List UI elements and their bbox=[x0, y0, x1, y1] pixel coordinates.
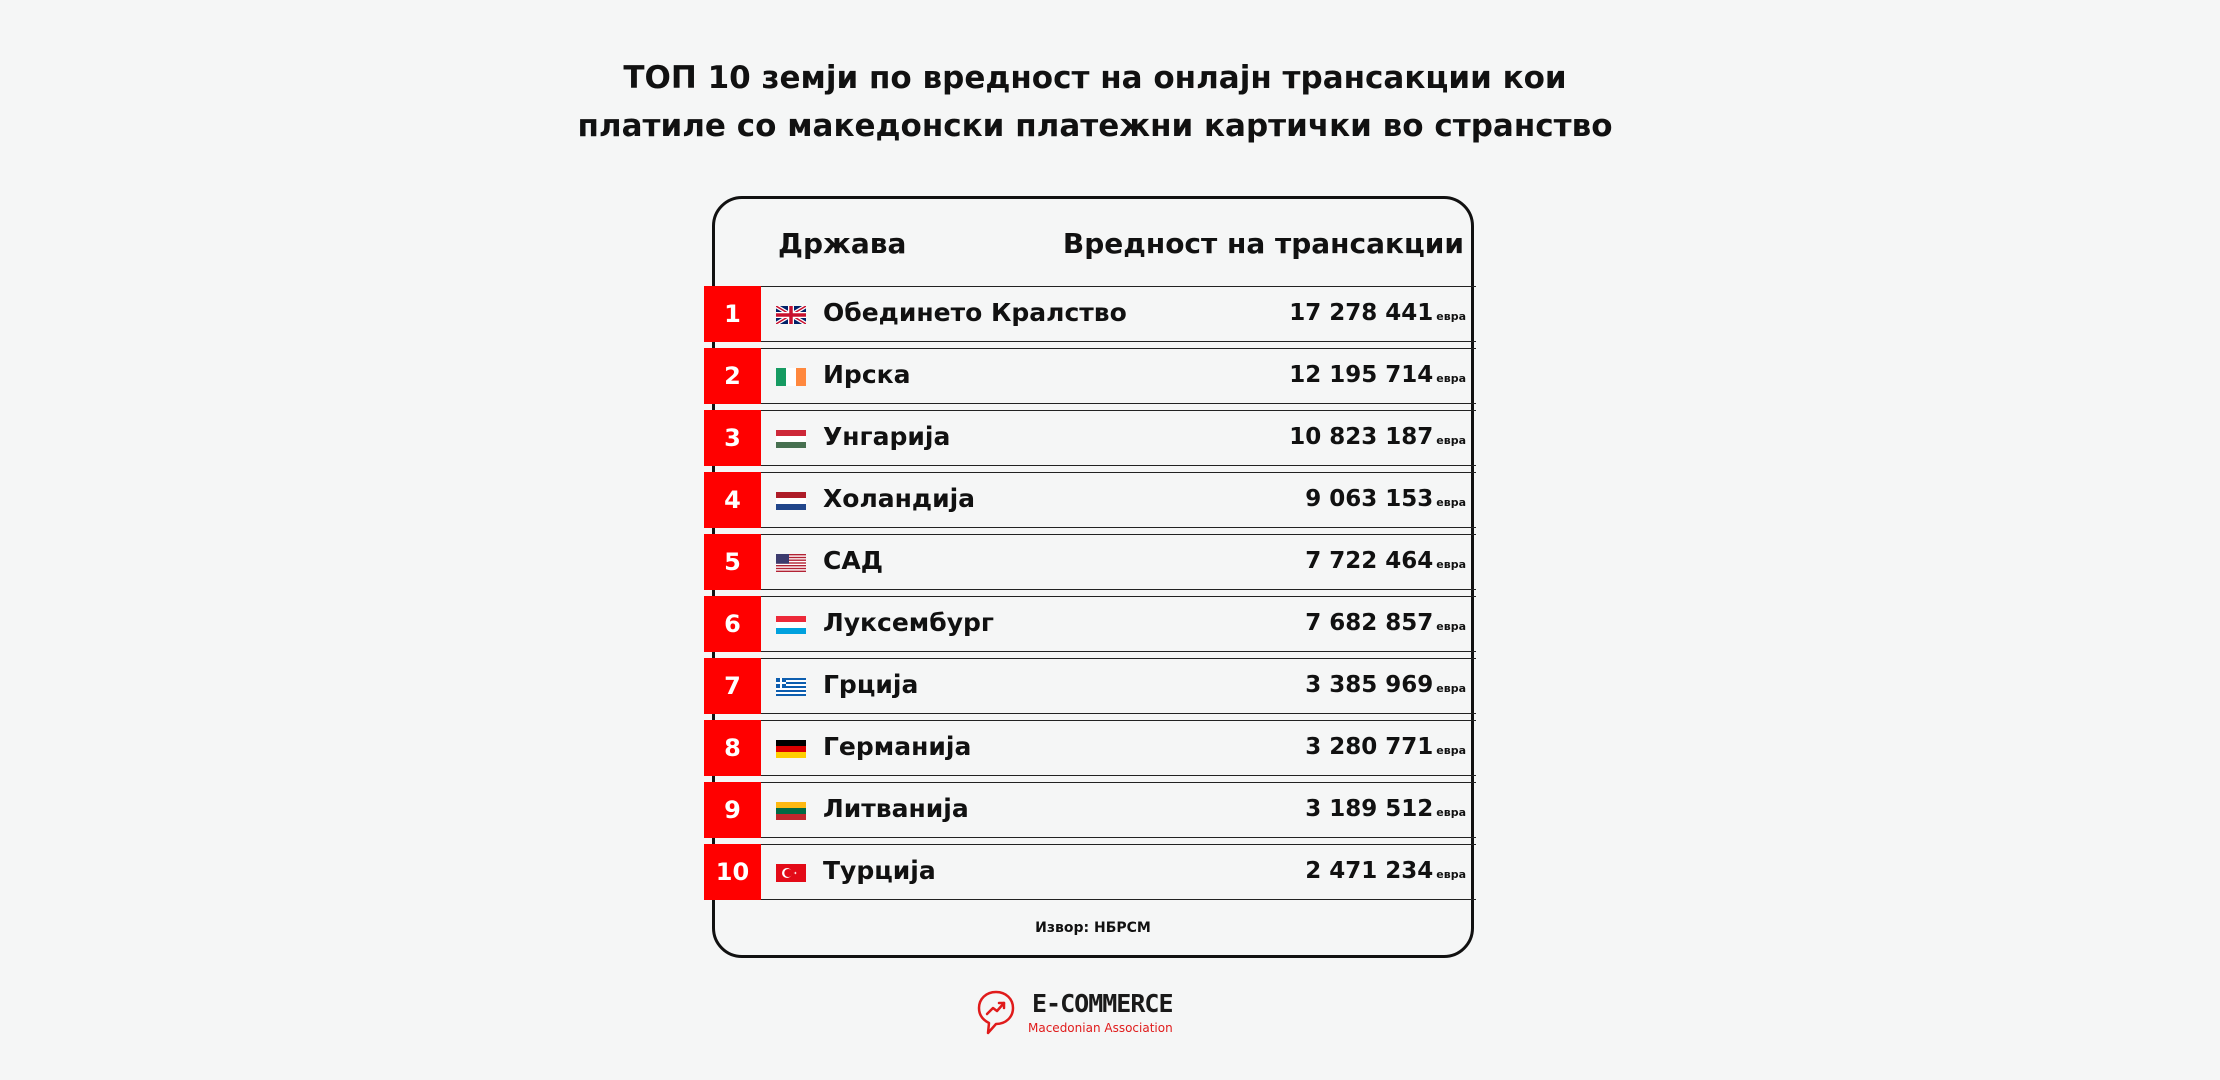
country-name: Холандија bbox=[823, 484, 976, 513]
speech-bubble-chart-icon bbox=[976, 989, 1016, 1037]
logo-name: E-COMMERCE bbox=[1032, 989, 1174, 1018]
greece-flag-icon bbox=[776, 678, 806, 696]
value-unit: евра bbox=[1436, 806, 1466, 819]
country-name: Грција bbox=[823, 670, 919, 699]
column-header-country: Држава bbox=[778, 227, 907, 260]
value-number: 2 471 234 bbox=[1305, 858, 1434, 884]
table-row: 8 Германија 3 280 771 евра bbox=[704, 720, 1476, 776]
table-row: 3 Унгарија 10 823 187 евра bbox=[704, 410, 1476, 466]
value-number: 3 189 512 bbox=[1305, 796, 1434, 822]
value-unit: евра bbox=[1436, 434, 1466, 447]
row-cell bbox=[761, 472, 1476, 528]
transaction-value: 9 063 153 евра bbox=[1305, 472, 1466, 530]
value-unit: евра bbox=[1436, 496, 1466, 509]
germany-flag-icon bbox=[776, 740, 806, 758]
rank-badge: 6 bbox=[704, 596, 761, 652]
country-name: Ирска bbox=[823, 360, 911, 389]
transaction-value: 7 722 464 евра bbox=[1305, 534, 1466, 592]
page-title: ТОП 10 земји по вредност на онлајн транс… bbox=[460, 54, 1730, 150]
table-row: 7 Грција 3 385 969 евра bbox=[704, 658, 1476, 714]
row-cell bbox=[761, 286, 1476, 342]
uk-flag-icon bbox=[776, 306, 806, 324]
country-name: Унгарија bbox=[823, 422, 951, 451]
value-unit: евра bbox=[1436, 310, 1466, 323]
hungary-flag-icon bbox=[776, 430, 806, 448]
title-line-2: платиле со македонски платежни картички … bbox=[577, 108, 1613, 144]
rank-badge: 8 bbox=[704, 720, 761, 776]
value-number: 9 063 153 bbox=[1305, 486, 1434, 512]
country-name: Литванија bbox=[823, 794, 969, 823]
table-row: 5 САД 7 722 464 евра bbox=[704, 534, 1476, 590]
title-line-1: ТОП 10 земји по вредност на онлајн транс… bbox=[623, 60, 1567, 96]
country-name: Обединето Кралство bbox=[823, 298, 1127, 327]
transaction-value: 3 189 512 евра bbox=[1305, 782, 1466, 840]
transaction-value: 7 682 857 евра bbox=[1305, 596, 1466, 654]
country-name: САД bbox=[823, 546, 883, 575]
row-cell bbox=[761, 720, 1476, 776]
value-number: 3 280 771 bbox=[1305, 734, 1434, 760]
logo-subtitle: Macedonian Association bbox=[1028, 1021, 1173, 1035]
rank-badge: 7 bbox=[704, 658, 761, 714]
rank-badge: 10 bbox=[704, 844, 761, 900]
value-unit: евра bbox=[1436, 372, 1466, 385]
transaction-value: 2 471 234 евра bbox=[1305, 844, 1466, 902]
transaction-value: 3 280 771 евра bbox=[1305, 720, 1466, 778]
table-row: 6 Луксембург 7 682 857 евра bbox=[704, 596, 1476, 652]
table-row: 1 Обединето Кралство 17 278 441 евра bbox=[704, 286, 1476, 342]
row-cell bbox=[761, 596, 1476, 652]
rank-badge: 4 bbox=[704, 472, 761, 528]
lithuania-flag-icon bbox=[776, 802, 806, 820]
country-name: Турција bbox=[823, 856, 936, 885]
ireland-flag-icon bbox=[776, 368, 806, 386]
row-cell bbox=[761, 844, 1476, 900]
value-unit: евра bbox=[1436, 868, 1466, 881]
row-cell bbox=[761, 410, 1476, 466]
transaction-value: 12 195 714 евра bbox=[1289, 348, 1466, 406]
luxembourg-flag-icon bbox=[776, 616, 806, 634]
netherlands-flag-icon bbox=[776, 492, 806, 510]
value-unit: евра bbox=[1436, 744, 1466, 757]
transaction-value: 10 823 187 евра bbox=[1289, 410, 1466, 468]
table-row: 4 Холандија 9 063 153 евра bbox=[704, 472, 1476, 528]
row-cell bbox=[761, 782, 1476, 838]
value-unit: евра bbox=[1436, 682, 1466, 695]
turkey-flag-icon bbox=[776, 864, 806, 882]
value-number: 10 823 187 bbox=[1289, 424, 1434, 450]
country-name: Германија bbox=[823, 732, 972, 761]
rank-badge: 2 bbox=[704, 348, 761, 404]
rank-badge: 9 bbox=[704, 782, 761, 838]
country-name: Луксембург bbox=[823, 608, 994, 637]
transaction-value: 17 278 441 евра bbox=[1289, 286, 1466, 344]
table-row: 10 Турција 2 471 234 евра bbox=[704, 844, 1476, 900]
value-number: 17 278 441 bbox=[1289, 300, 1434, 326]
ecommerce-logo: E-COMMERCE Macedonian Association bbox=[976, 989, 1196, 1039]
transaction-value: 3 385 969 евра bbox=[1305, 658, 1466, 716]
column-header-value: Вредност на трансакции bbox=[1062, 227, 1464, 260]
value-number: 7 722 464 bbox=[1305, 548, 1434, 574]
table-row: 2 Ирска 12 195 714 евра bbox=[704, 348, 1476, 404]
row-cell bbox=[761, 534, 1476, 590]
source-note: Извор: НБРСМ bbox=[1035, 920, 1151, 936]
table-row: 9 Литванија 3 189 512 евра bbox=[704, 782, 1476, 838]
rank-badge: 3 bbox=[704, 410, 761, 466]
row-cell bbox=[761, 348, 1476, 404]
usa-flag-icon bbox=[776, 554, 806, 572]
value-unit: евра bbox=[1436, 558, 1466, 571]
value-number: 3 385 969 bbox=[1305, 672, 1434, 698]
value-number: 12 195 714 bbox=[1289, 362, 1434, 388]
row-cell bbox=[761, 658, 1476, 714]
value-number: 7 682 857 bbox=[1305, 610, 1434, 636]
rank-badge: 1 bbox=[704, 286, 761, 342]
value-unit: евра bbox=[1436, 620, 1466, 633]
rank-badge: 5 bbox=[704, 534, 761, 590]
